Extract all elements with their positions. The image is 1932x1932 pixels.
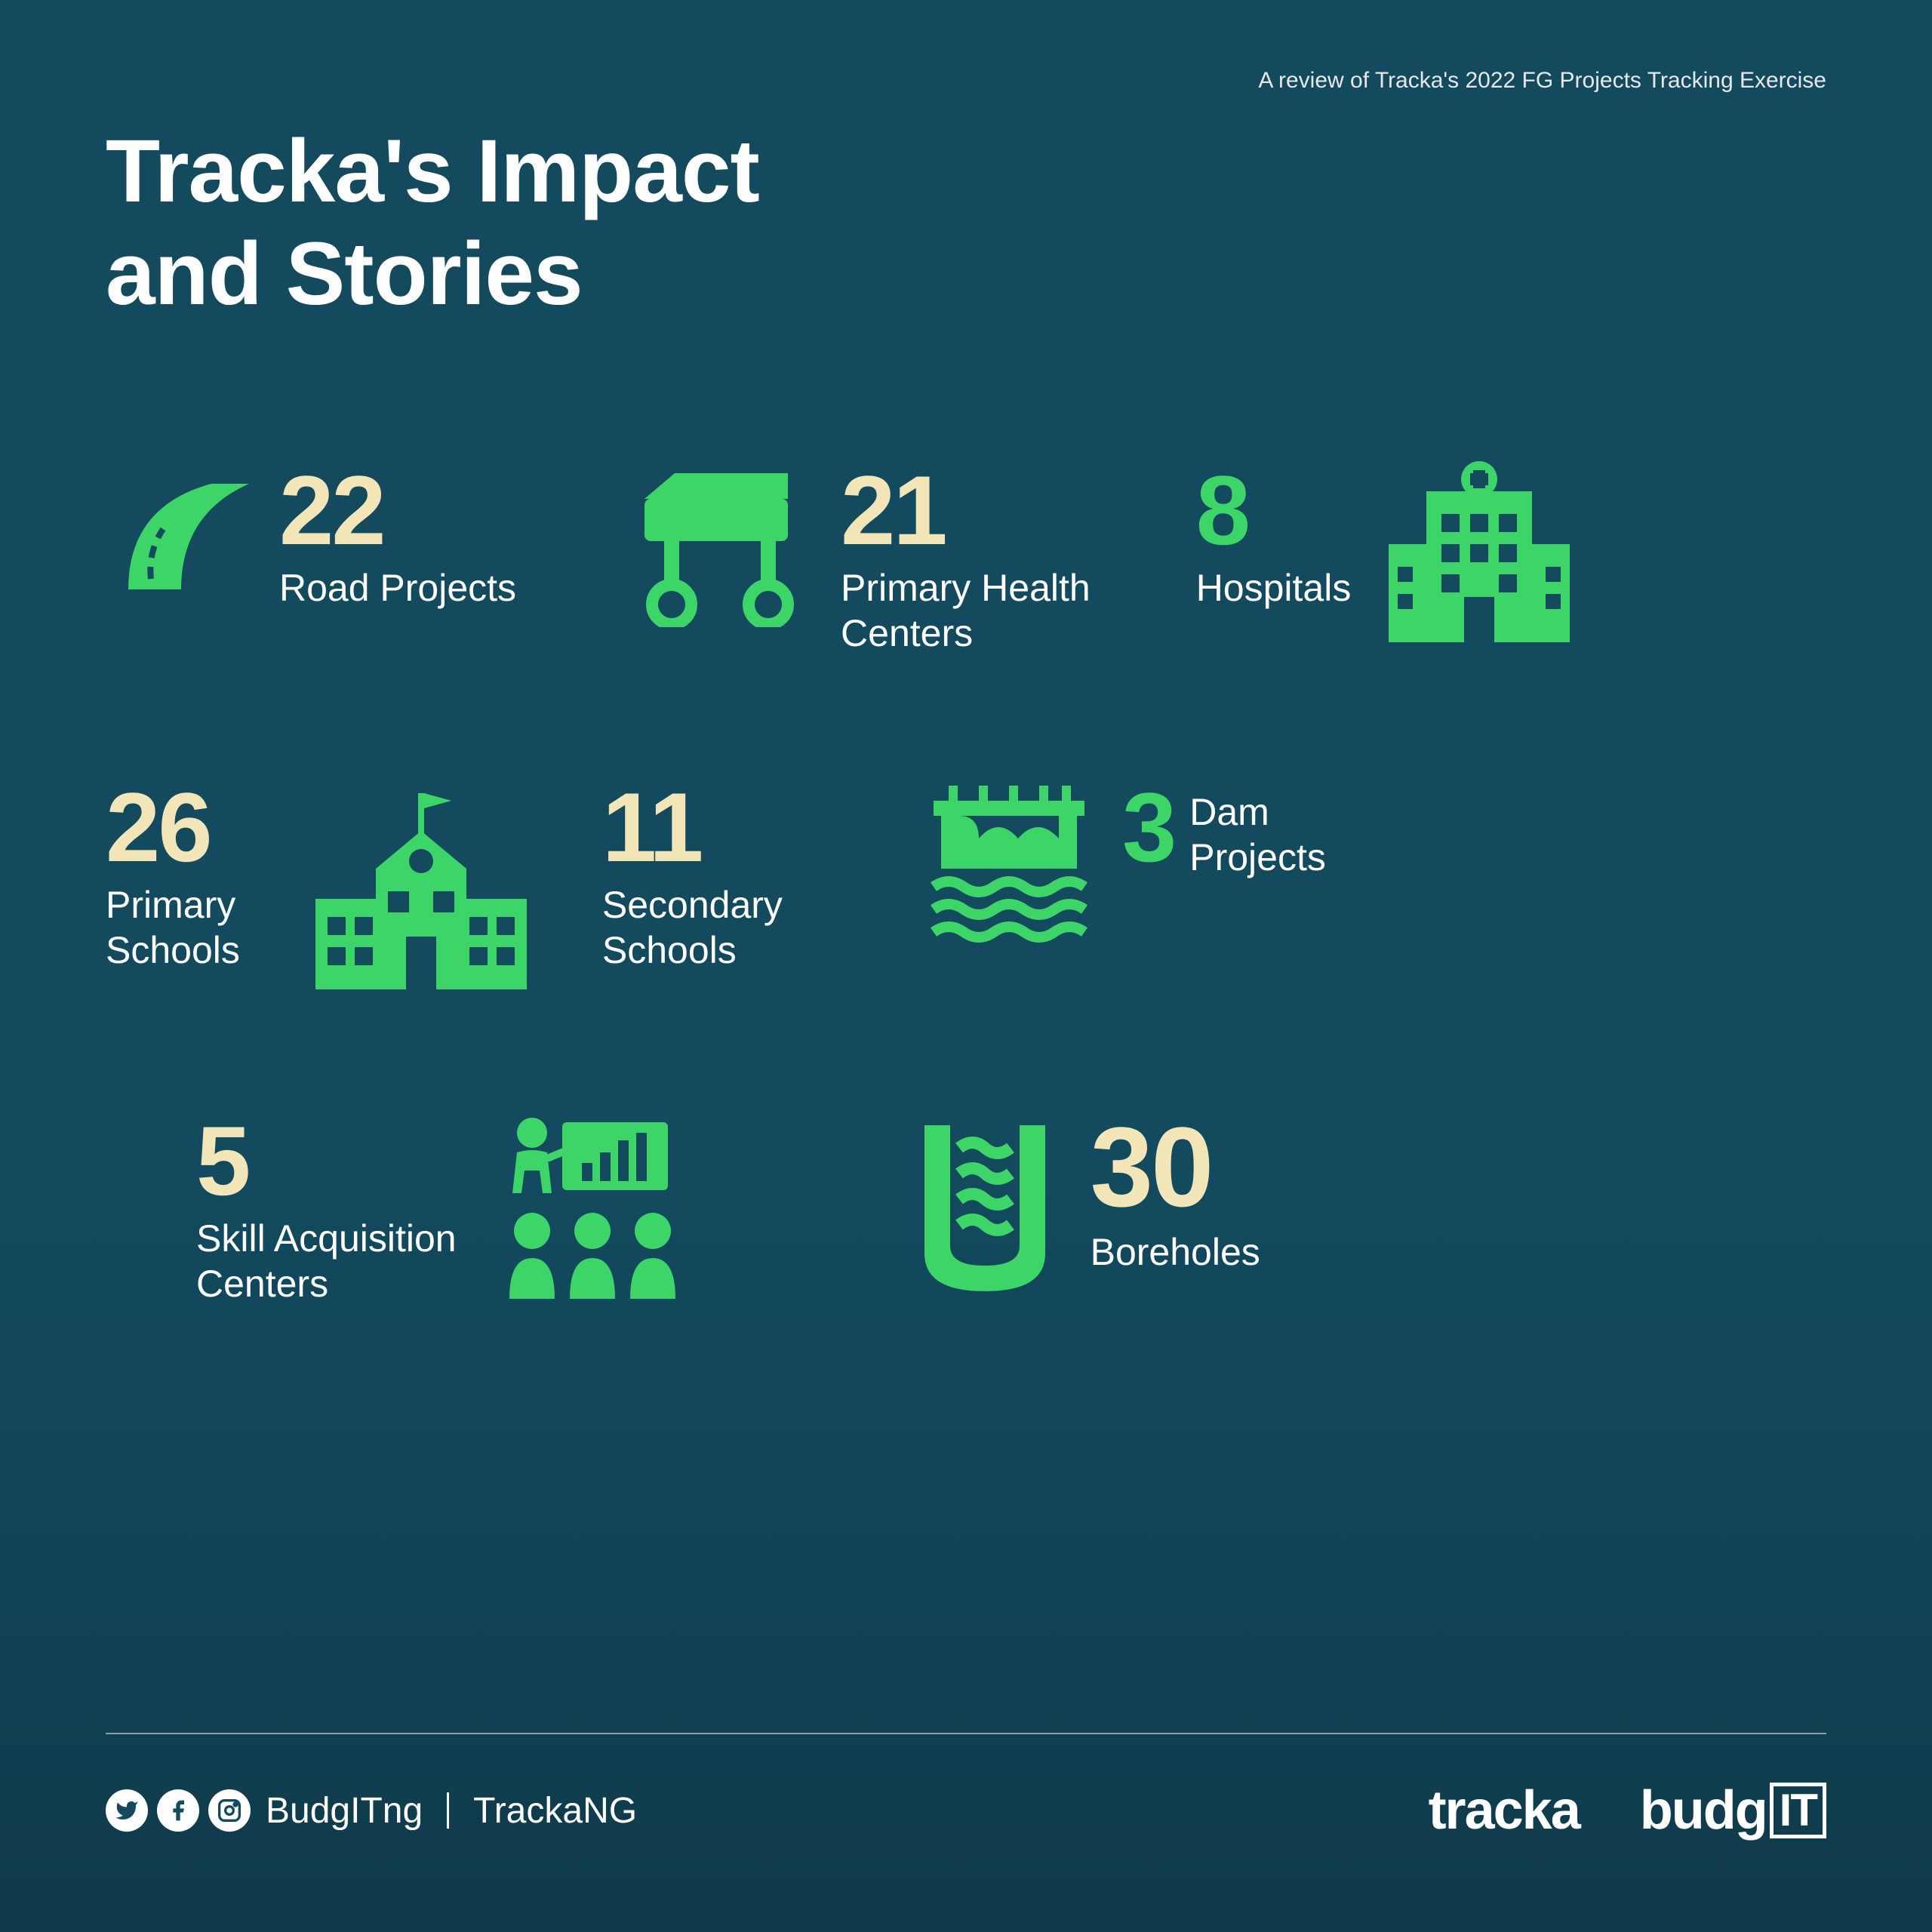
stat-road: 22 Road Projects (106, 461, 516, 612)
stat-phc: 21 Primary Health Centers (622, 461, 1091, 656)
social-divider (447, 1792, 449, 1829)
stats-row-1: 22 Road Projects 21 (106, 461, 1826, 672)
stat-skill: 5 Skill Acquisition Centers (196, 1110, 706, 1306)
stat-dam: 3 Dam Projects (918, 778, 1326, 944)
borehole-icon (902, 1110, 1068, 1306)
stat-secondary-label: Secondary Schools (602, 882, 783, 973)
review-caption: A review of Tracka's 2022 FG Projects Tr… (1258, 68, 1826, 94)
footer-logos: tracka budgIT (1429, 1780, 1826, 1841)
stat-road-value: 22 (279, 461, 516, 559)
training-icon (479, 1110, 706, 1306)
stats-grid: 22 Road Projects 21 (106, 461, 1826, 1306)
stat-phc-value: 21 (841, 461, 1091, 559)
stat-secondary-value: 11 (602, 778, 783, 876)
stat-hospitals: 8 Hospitals (1196, 461, 1586, 672)
stat-skill-label: Skill Acquisition Centers (196, 1216, 457, 1306)
stat-road-label: Road Projects (279, 565, 516, 611)
road-icon (106, 461, 257, 612)
stat-hospitals-value: 8 (1196, 461, 1352, 559)
stat-primary-label: Primary Schools (106, 882, 240, 973)
stat-phc-label: Primary Health Centers (841, 565, 1091, 656)
stat-boreholes-label: Boreholes (1091, 1229, 1260, 1275)
page-title: Tracka's Impact and Stories (106, 121, 1826, 325)
title-line-2: and Stories (106, 224, 583, 324)
twitter-icon (106, 1789, 148, 1832)
stat-boreholes-value: 30 (1091, 1110, 1260, 1223)
stat-hospitals-label: Hospitals (1196, 565, 1352, 611)
social-handle-1: BudgITng (266, 1790, 423, 1832)
stat-primary-value: 26 (106, 778, 240, 876)
school-icon (300, 778, 542, 1004)
hospital-building-icon (1374, 461, 1585, 672)
instagram-icon (208, 1789, 251, 1832)
stat-dam-value: 3 (1122, 778, 1174, 876)
stat-boreholes: 30 Boreholes (902, 1110, 1260, 1306)
stat-dam-label: Dam Projects (1189, 789, 1326, 880)
social-handle-2: TrackaNG (473, 1790, 637, 1832)
title-line-1: Tracka's Impact (106, 122, 759, 221)
social-handles: BudgITng TrackaNG (106, 1789, 637, 1832)
stat-skill-value: 5 (196, 1112, 457, 1210)
logo-tracka: tracka (1429, 1780, 1580, 1841)
footer: BudgITng TrackaNG tracka budgIT (106, 1733, 1826, 1841)
dam-icon (918, 778, 1100, 944)
logo-budgit: budgIT (1640, 1780, 1826, 1841)
stat-secondary-schools: 11 Secondary Schools (602, 778, 783, 973)
footer-divider (106, 1733, 1826, 1734)
stats-row-3: 5 Skill Acquisition Centers (196, 1110, 1826, 1306)
hospital-bed-icon (622, 461, 818, 627)
stat-primary-schools: 26 Primary Schools (106, 778, 240, 973)
facebook-icon (157, 1789, 199, 1832)
stats-row-2: 26 Primary Schools (106, 778, 1826, 1004)
